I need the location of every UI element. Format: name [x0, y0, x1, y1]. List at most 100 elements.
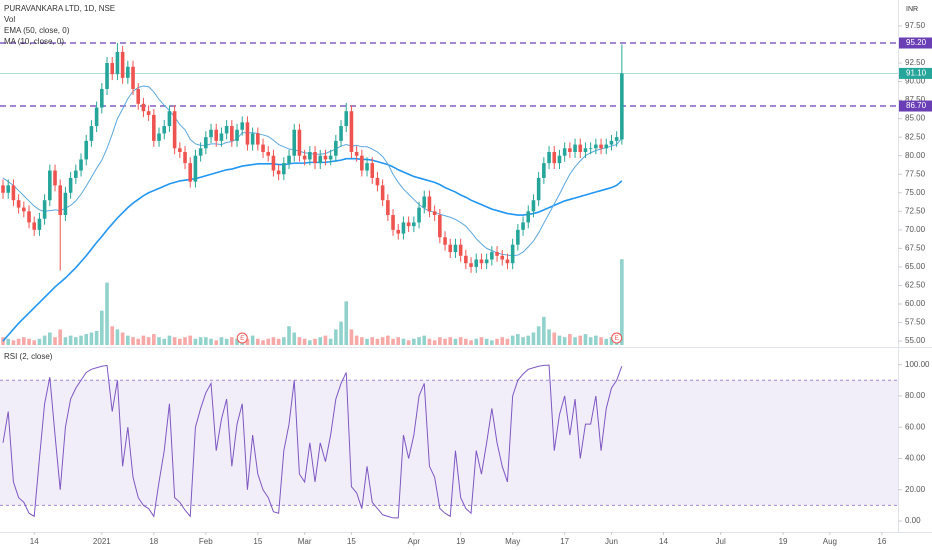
volume-bar	[380, 337, 385, 345]
price-label-box	[899, 67, 932, 79]
y-tick-label: 67.50	[905, 243, 926, 252]
candle-body	[583, 148, 588, 152]
volume-bar	[458, 337, 463, 345]
y-tick-label: 75.00	[905, 188, 926, 197]
volume-bar	[167, 335, 172, 345]
candle-body	[412, 222, 416, 227]
volume-bar	[578, 335, 583, 345]
currency-label: INR	[906, 6, 918, 13]
candle-body	[547, 151, 551, 164]
candle-body	[308, 151, 312, 160]
x-tick-label: 16	[877, 537, 886, 546]
rsi-y-tick-label: 100.00	[905, 360, 930, 369]
volume-bar	[89, 332, 94, 345]
volume-bar	[344, 301, 349, 345]
volume-bar	[250, 335, 255, 345]
volume-bar	[438, 337, 442, 345]
candle-body	[453, 244, 458, 253]
y-tick-label: 60.00	[905, 299, 926, 308]
candle-body	[365, 163, 369, 171]
volume-bar	[204, 337, 208, 345]
y-tick-label: 82.50	[905, 132, 926, 141]
volume-bar	[209, 338, 213, 345]
candle-body	[360, 155, 364, 171]
volume-bar	[198, 337, 203, 345]
volume-bar	[448, 337, 453, 345]
volume-bar	[188, 335, 193, 345]
candle-body	[344, 111, 349, 127]
candle-body	[37, 218, 42, 230]
volume-bar	[479, 337, 484, 345]
candle-body	[172, 111, 177, 149]
volume-bar	[32, 340, 37, 345]
candle-body	[552, 151, 557, 164]
candle-body	[505, 259, 510, 264]
y-tick-label: 55.00	[905, 336, 926, 345]
volume-bar	[360, 337, 364, 345]
volume-bar	[417, 337, 421, 345]
candle-body	[235, 129, 239, 141]
candle-body	[266, 151, 271, 156]
candle-body	[167, 111, 172, 127]
candle-body	[152, 114, 156, 141]
volume-bar	[266, 338, 271, 345]
candle-body	[531, 200, 536, 212]
candle-body	[588, 148, 593, 150]
x-tick-label: Apr	[408, 537, 421, 546]
x-tick-label: Mar	[298, 537, 312, 546]
candle-body	[380, 185, 385, 201]
volume-bar	[287, 326, 291, 345]
legend-rsi: RSI (2, close)	[4, 352, 53, 361]
candle-body	[386, 200, 390, 216]
candle-body	[16, 200, 21, 208]
price-label: 86.70	[906, 101, 927, 110]
candle-body	[276, 170, 281, 175]
volume-bar	[308, 340, 312, 345]
x-tick-label: Aug	[823, 537, 837, 546]
volume-bar	[68, 335, 73, 345]
candle-body	[375, 177, 380, 186]
candle-body	[484, 259, 489, 264]
x-tick-label: 17	[560, 537, 569, 546]
volume-bar	[162, 338, 167, 345]
candle-body	[334, 140, 338, 156]
candle-body	[417, 207, 421, 223]
volume-bar	[94, 330, 99, 345]
volume-bar	[27, 338, 31, 345]
volume-bar	[302, 338, 307, 345]
volume-bar	[412, 338, 416, 345]
volume-bar	[427, 338, 432, 345]
x-tick-label: 18	[149, 537, 158, 546]
candle-body	[510, 244, 515, 264]
candle-body	[323, 155, 328, 160]
candle-body	[58, 185, 63, 216]
candle-body	[614, 137, 619, 141]
candle-body	[448, 244, 453, 253]
volume-bar	[474, 338, 479, 345]
symbol-title: PURAVANKARA LTD, 1D, NSE	[4, 4, 115, 13]
volume-bar	[297, 337, 302, 345]
volume-bar	[235, 338, 239, 345]
candle-body	[120, 51, 125, 78]
volume-bar	[48, 332, 52, 345]
candle-body	[490, 252, 494, 260]
candle-body	[458, 244, 463, 256]
axes: 14 2021 18 Feb 15 Mar 15 Apr 19 May 17 Jun 14 Jul 19 Au…	[30, 21, 932, 546]
volume-bar	[230, 337, 234, 345]
x-tick-label: Jul	[716, 537, 726, 546]
volume-bar	[557, 335, 562, 345]
candle-body	[89, 126, 94, 141]
volume-bar	[178, 338, 182, 345]
candle-body	[141, 103, 146, 112]
volume-bar	[354, 335, 359, 345]
volume-bar	[422, 335, 427, 345]
price-label: 91.10	[906, 69, 927, 78]
candle-body	[240, 122, 245, 130]
candle-body	[297, 129, 302, 156]
volume-bar	[131, 337, 135, 345]
candle-body	[432, 211, 437, 216]
price-label-box	[899, 37, 932, 49]
rsi-y-tick-label: 80.00	[905, 391, 926, 400]
y-tick-label: 77.50	[905, 169, 926, 178]
candle-body	[282, 163, 286, 175]
